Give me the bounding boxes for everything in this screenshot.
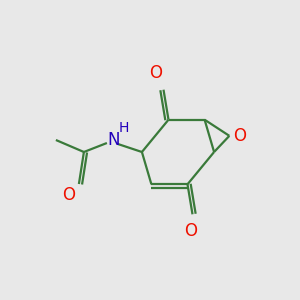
Text: O: O	[233, 127, 246, 145]
Text: O: O	[62, 186, 75, 204]
Text: N: N	[108, 131, 120, 149]
Text: H: H	[119, 121, 129, 135]
Text: O: O	[149, 64, 162, 82]
Text: O: O	[184, 222, 197, 240]
